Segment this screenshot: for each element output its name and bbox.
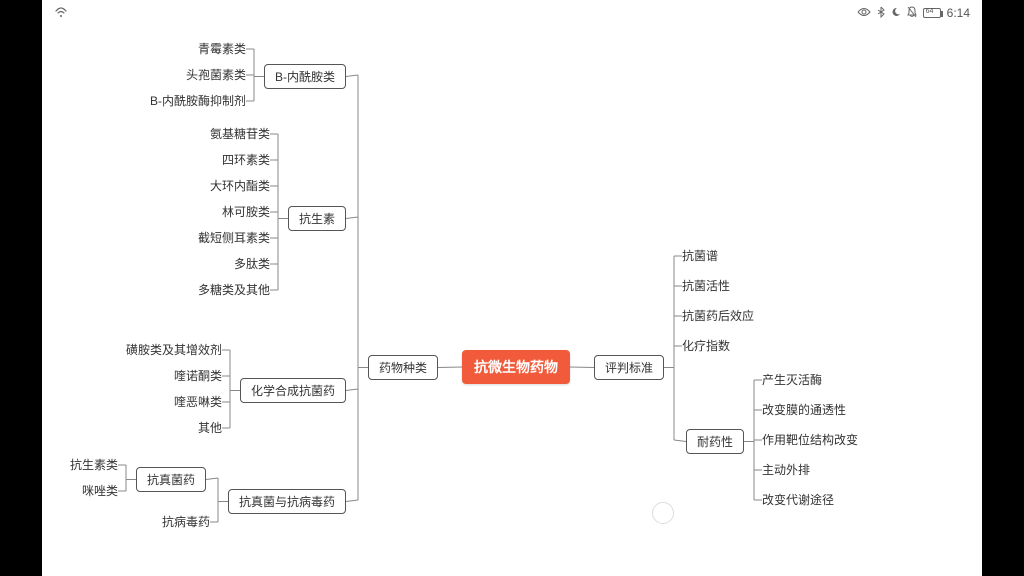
leaf-主动外排[interactable]: 主动外排 bbox=[762, 461, 810, 478]
leaf-改变膜的通透性[interactable]: 改变膜的通透性 bbox=[762, 401, 846, 418]
leaf-截短侧耳素类[interactable]: 截短侧耳素类 bbox=[198, 229, 270, 246]
tablet-viewport: 64 6:14 抗微生物药物药物种类 评判标准 B-内酰胺类 青霉素类头孢菌素类 B-内… bbox=[42, 0, 982, 576]
leaf-头孢菌素类[interactable]: 头孢菌素类 bbox=[186, 66, 246, 83]
leaf-抗菌药后效应[interactable]: 抗菌药后效应 bbox=[682, 307, 754, 324]
leaf-氨基糖苷类[interactable]: 氨基糖苷类 bbox=[210, 125, 270, 142]
leaf-喹诺酮类[interactable]: 喹诺酮类 bbox=[174, 367, 222, 384]
leaf-化疗指数[interactable]: 化疗指数 bbox=[682, 337, 730, 354]
leaf-喹恶啉类[interactable]: 喹恶啉类 bbox=[174, 393, 222, 410]
leaf-抗生素类[interactable]: 抗生素类 bbox=[70, 456, 118, 473]
leaf-作用靶位结构改变[interactable]: 作用靶位结构改变 bbox=[762, 431, 858, 448]
root-node[interactable]: 抗微生物药物 bbox=[462, 350, 570, 384]
leaf-抗菌谱[interactable]: 抗菌谱 bbox=[682, 247, 718, 264]
leaf-磺胺类及其增效剂[interactable]: 磺胺类及其增效剂 bbox=[126, 341, 222, 358]
left-cat-化学合成抗菌药[interactable]: 化学合成抗菌药 bbox=[240, 378, 346, 403]
moon-icon bbox=[891, 7, 901, 20]
left-cat-抗真菌与抗病毒药[interactable]: 抗真菌与抗病毒药 bbox=[228, 489, 346, 514]
status-time: 6:14 bbox=[947, 6, 970, 20]
left-cat-B-内酰胺类[interactable]: B-内酰胺类 bbox=[264, 64, 346, 89]
leaf-多肽类[interactable]: 多肽类 bbox=[234, 255, 270, 272]
bluetooth-icon bbox=[877, 6, 885, 21]
left-sub-抗真菌药[interactable]: 抗真菌药 bbox=[136, 467, 206, 492]
leaf-抗菌活性[interactable]: 抗菌活性 bbox=[682, 277, 730, 294]
status-bar: 64 6:14 bbox=[42, 4, 982, 22]
home-indicator[interactable] bbox=[652, 502, 674, 524]
leaf-改变代谢途径[interactable]: 改变代谢途径 bbox=[762, 491, 834, 508]
mute-icon bbox=[907, 6, 917, 21]
battery-icon: 64 bbox=[923, 8, 941, 18]
leaf-其他[interactable]: 其他 bbox=[198, 419, 222, 436]
leaf-B-内酰胺酶抑制剂[interactable]: B-内酰胺酶抑制剂 bbox=[150, 92, 246, 109]
leaf-林可胺类[interactable]: 林可胺类 bbox=[222, 203, 270, 220]
leaf-四环素类[interactable]: 四环素类 bbox=[222, 151, 270, 168]
left-cat-抗生素[interactable]: 抗生素 bbox=[288, 206, 346, 231]
leaf-产生灭活酶[interactable]: 产生灭活酶 bbox=[762, 371, 822, 388]
eye-icon bbox=[857, 7, 871, 20]
wifi-icon bbox=[54, 6, 68, 21]
criteria-node[interactable]: 评判标准 bbox=[594, 355, 664, 380]
leaf-多糖类及其他[interactable]: 多糖类及其他 bbox=[198, 281, 270, 298]
right-sub-耐药性[interactable]: 耐药性 bbox=[686, 429, 744, 454]
leaf-青霉素类[interactable]: 青霉素类 bbox=[198, 40, 246, 57]
mindmap-canvas[interactable]: 抗微生物药物药物种类 评判标准 B-内酰胺类 青霉素类头孢菌素类 B-内酰胺酶抑制剂抗生… bbox=[42, 22, 982, 576]
leaf-大环内酯类[interactable]: 大环内酯类 bbox=[210, 177, 270, 194]
leaf-咪唑类[interactable]: 咪唑类 bbox=[82, 482, 118, 499]
drug-types-node[interactable]: 药物种类 bbox=[368, 355, 438, 380]
leaf-抗病毒药[interactable]: 抗病毒药 bbox=[162, 513, 210, 530]
battery-pct: 64 bbox=[926, 8, 934, 15]
